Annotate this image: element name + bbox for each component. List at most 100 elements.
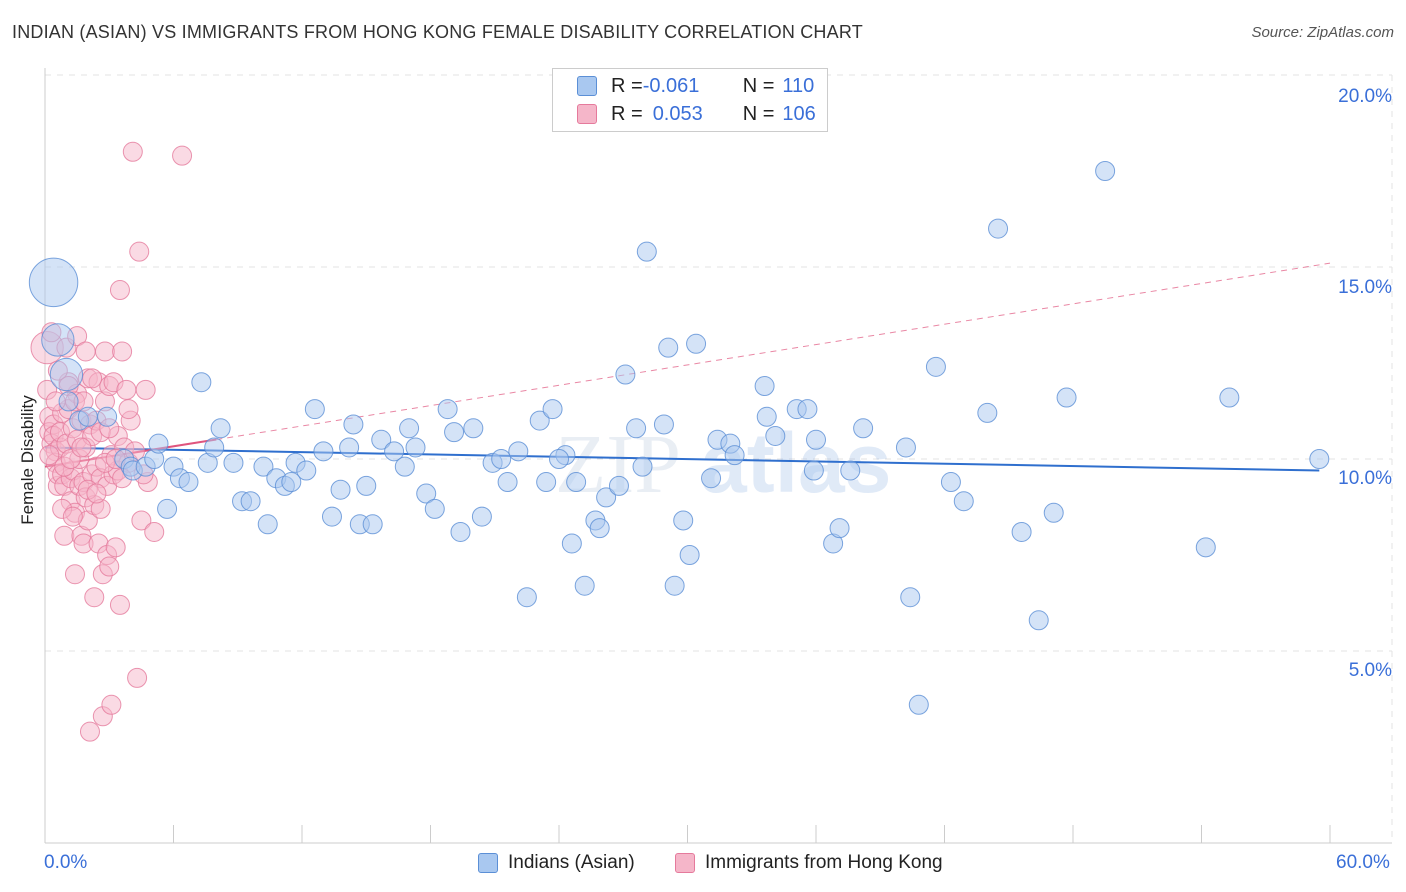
- legend-item-indians[interactable]: Indians (Asian): [478, 852, 635, 874]
- indians-point: [240, 491, 261, 512]
- indians-point: [1056, 387, 1077, 408]
- indians-point: [615, 364, 636, 385]
- legend-row-indians: R = -0.061 N = 110: [577, 74, 814, 98]
- indians-point: [940, 472, 961, 493]
- indians-point: [1219, 387, 1240, 408]
- legend-swatch-hong-kong: [577, 104, 597, 124]
- trend-lines: [44, 262, 1331, 472]
- indians-point: [97, 406, 118, 427]
- hong-kong-point: [172, 145, 193, 166]
- source-label: Source: ZipAtlas.com: [1251, 24, 1394, 41]
- indians-point: [765, 425, 786, 446]
- indians-point: [1309, 449, 1330, 469]
- indians-point: [806, 429, 826, 450]
- indians-point: [321, 506, 342, 527]
- indians-point: [41, 323, 75, 357]
- hong-kong-point: [131, 510, 152, 531]
- indians-point: [253, 456, 274, 477]
- indians-point: [343, 414, 364, 435]
- hong-kong-point: [62, 506, 83, 527]
- indians-point: [148, 433, 169, 454]
- series-indians-points: [28, 161, 1330, 715]
- correlation-legend: R = -0.061 N = 110 R = 0.053 N = 106: [552, 68, 828, 132]
- indians-point: [925, 356, 946, 377]
- legend-swatch-indians: [577, 76, 597, 96]
- indians-point: [508, 441, 529, 462]
- legend-r-label: R =: [611, 102, 643, 125]
- hong-kong-point: [122, 141, 143, 162]
- legend-r-value: -0.061: [642, 74, 700, 97]
- indians-point: [491, 449, 512, 469]
- indians-point: [394, 456, 415, 477]
- indians-point: [754, 376, 775, 397]
- indians-point: [988, 218, 1009, 239]
- indians-point: [424, 498, 445, 519]
- indians-point: [829, 518, 850, 539]
- indians-point: [313, 441, 334, 462]
- hong-kong-point: [79, 721, 100, 742]
- indians-point: [596, 487, 617, 508]
- bottom-legend: Indians (Asian) Immigrants from Hong Kon…: [0, 852, 1406, 878]
- indians-point: [437, 399, 458, 420]
- indians-point: [626, 418, 647, 439]
- indians-point: [471, 506, 492, 527]
- indians-point: [574, 575, 595, 596]
- hong-kong-point: [135, 379, 156, 400]
- indians-point: [679, 545, 700, 565]
- indians-point: [589, 518, 610, 539]
- y-tick-5: 5.0%: [1348, 660, 1392, 681]
- indians-point: [608, 475, 629, 496]
- indians-point: [257, 514, 278, 535]
- indians-point: [339, 437, 360, 458]
- indians-point: [49, 357, 84, 392]
- legend-item-hong-kong[interactable]: Immigrants from Hong Kong: [675, 852, 943, 874]
- hong-kong-point: [101, 694, 122, 715]
- indians-point: [463, 418, 484, 439]
- indians-point: [1195, 537, 1216, 558]
- indians-point: [953, 491, 974, 512]
- indians-point: [416, 483, 437, 504]
- indians-point: [157, 498, 178, 519]
- hong-kong-point: [75, 341, 96, 362]
- y-tick-15: 15.0%: [1338, 277, 1392, 298]
- legend-n-value: 106: [782, 102, 816, 125]
- indians-point: [444, 422, 465, 443]
- indians-point: [566, 472, 587, 493]
- indians-point: [450, 521, 471, 542]
- indians-point: [561, 533, 582, 554]
- y-tick-20: 20.0%: [1338, 86, 1392, 107]
- indians-point: [330, 479, 351, 500]
- indians-point: [977, 402, 998, 423]
- indians-point: [701, 468, 722, 489]
- indians-point: [673, 510, 694, 531]
- legend-swatch-hong-kong: [675, 853, 695, 873]
- indians-point: [405, 437, 426, 458]
- indians-point: [840, 460, 861, 481]
- trend-line-hong-kong-dashed: [216, 262, 1331, 441]
- legend-r-label: R =: [611, 74, 643, 97]
- indians-point: [223, 452, 244, 473]
- hong-kong-point: [71, 437, 92, 458]
- hong-kong-point: [82, 368, 103, 389]
- hong-kong-point: [109, 594, 130, 615]
- indians-point: [384, 441, 405, 462]
- hong-kong-point: [84, 587, 105, 608]
- indians-point: [371, 429, 392, 450]
- hong-kong-point: [54, 525, 75, 546]
- indians-point: [636, 241, 657, 262]
- indians-point: [549, 449, 569, 469]
- indians-point: [542, 399, 563, 420]
- indians-point: [632, 456, 653, 477]
- x-tick-min: 0.0%: [44, 852, 88, 873]
- legend-label-hong-kong: Immigrants from Hong Kong: [705, 852, 943, 873]
- hong-kong-point: [112, 341, 133, 362]
- indians-point: [900, 587, 921, 608]
- hong-kong-point: [129, 241, 150, 262]
- indians-point: [895, 437, 916, 458]
- indians-point: [1043, 502, 1064, 523]
- indians-point: [803, 460, 824, 481]
- legend-swatch-indians: [478, 853, 498, 873]
- trend-line-indians: [44, 446, 1320, 472]
- indians-point: [908, 694, 929, 715]
